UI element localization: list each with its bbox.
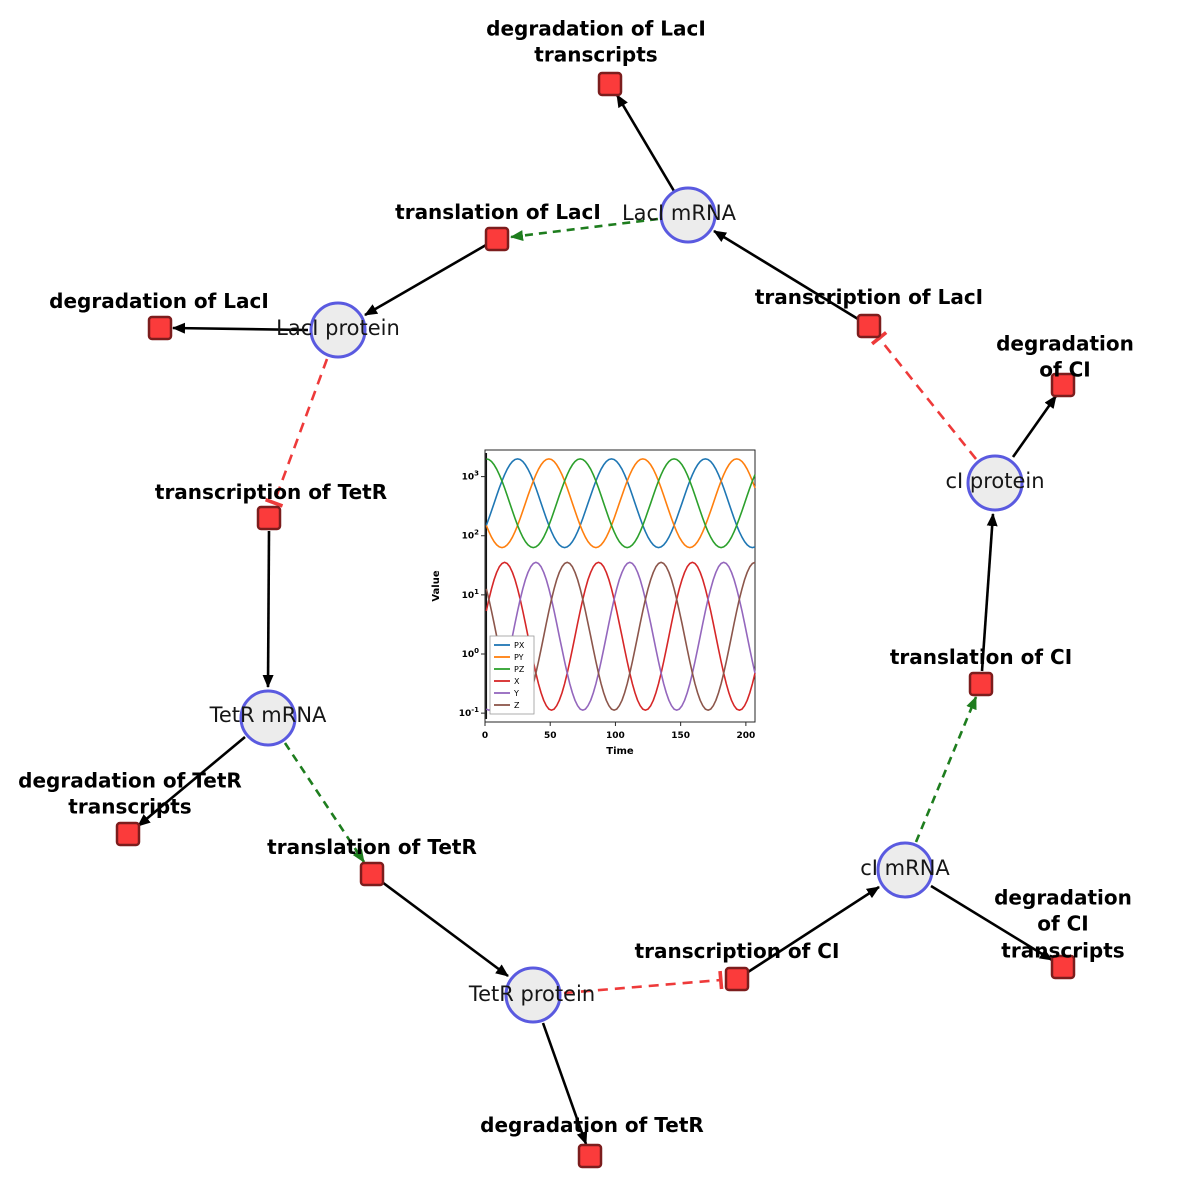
inhibition-edge-ci-protein-to-transcription-laci (870, 331, 978, 460)
x-tick-label: 200 (736, 731, 755, 741)
modifier-edge-ci-mrna-to-translation-ci (914, 696, 978, 843)
x-tick-label: 100 (606, 731, 625, 741)
series-line-PY (485, 458, 756, 549)
edge-transcription-ci-to-ci-mrna (747, 885, 880, 974)
series-line-Y (485, 561, 756, 712)
edge-translation-laci-to-laci-protein (364, 243, 487, 317)
reaction-node-deg-ci[interactable] (1050, 372, 1076, 398)
modifier-edge-tetr-mrna-to-translation-tetr (283, 742, 366, 863)
edge-tetr-protein-to-deg-tetr (541, 1022, 588, 1145)
species-node-laci-protein[interactable] (309, 301, 367, 359)
legend-label-PX: PX (514, 641, 525, 650)
reaction-node-translation-tetr[interactable] (359, 861, 385, 887)
legend-label-Y: Y (513, 689, 519, 698)
species-node-ci-mrna[interactable] (876, 841, 934, 899)
edge-translation-ci-to-ci-protein (980, 513, 998, 672)
series-line-PZ (486, 458, 756, 549)
reaction-node-transcription-laci[interactable] (856, 313, 882, 339)
reaction-node-deg-ci-transcripts[interactable] (1050, 954, 1076, 980)
reaction-node-deg-laci[interactable] (147, 315, 173, 341)
edge-transcription-tetr-to-tetr-mrna (262, 530, 274, 688)
reaction-node-transcription-ci[interactable] (724, 966, 750, 992)
legend-label-PY: PY (514, 653, 524, 662)
edge-ci-mrna-to-deg-ci-transcripts (930, 884, 1053, 962)
inhibition-edge-tetr-protein-to-transcription-ci (563, 970, 724, 995)
legend-label-PZ: PZ (514, 665, 525, 674)
inhibition-edge-laci-protein-to-transcription-tetr (265, 358, 329, 508)
y-tick-label: 102 (462, 529, 480, 542)
y-tick-label: 10-1 (459, 706, 479, 719)
edge-translation-tetr-to-tetr-protein (381, 880, 509, 978)
x-tick-label: 50 (544, 731, 557, 741)
species-node-laci-mrna[interactable] (659, 186, 717, 244)
species-node-tetr-protein[interactable] (504, 966, 562, 1024)
y-tick-label: 103 (462, 470, 480, 483)
y-tick-label: 101 (462, 588, 480, 601)
edge-laci-protein-to-deg-laci (172, 322, 309, 334)
reaction-node-deg-tetr[interactable] (577, 1143, 603, 1169)
edge-tetr-mrna-to-deg-tetr-transcripts (137, 736, 246, 827)
legend-box (489, 635, 535, 715)
edge-transcription-laci-to-laci-mrna (713, 229, 859, 321)
legend-label-Z: Z (514, 701, 520, 710)
reaction-node-transcription-tetr[interactable] (256, 505, 282, 531)
edge-laci-mrna-to-deg-laci-transcripts (615, 94, 676, 192)
simulation-chart: 10-1 100 101 102 103 0 50 100 150 200 Time Value PX P… (431, 449, 756, 757)
y-axis-label: Value (431, 570, 442, 601)
reaction-node-translation-ci[interactable] (968, 671, 994, 697)
edge-ci-protein-to-deg-ci (1011, 395, 1058, 458)
reaction-node-deg-tetr-transcripts[interactable] (115, 821, 141, 847)
modifier-edge-laci-mrna-to-translation-laci (510, 217, 659, 242)
species-node-ci-protein[interactable] (966, 454, 1024, 512)
x-axis-label: Time (606, 746, 634, 757)
x-tick-label: 150 (671, 731, 690, 741)
y-tick-label: 100 (462, 647, 480, 660)
simulation-plot-inset: 10-1 100 101 102 103 0 50 100 150 200 Time Value PX P… (425, 438, 770, 763)
reaction-node-deg-laci-transcripts[interactable] (597, 71, 623, 97)
species-node-tetr-mrna[interactable] (239, 689, 297, 747)
legend-label-X: X (514, 677, 520, 686)
series-line-PX (485, 458, 756, 549)
reaction-node-translation-laci[interactable] (484, 226, 510, 252)
x-tick-label: 0 (482, 731, 488, 741)
